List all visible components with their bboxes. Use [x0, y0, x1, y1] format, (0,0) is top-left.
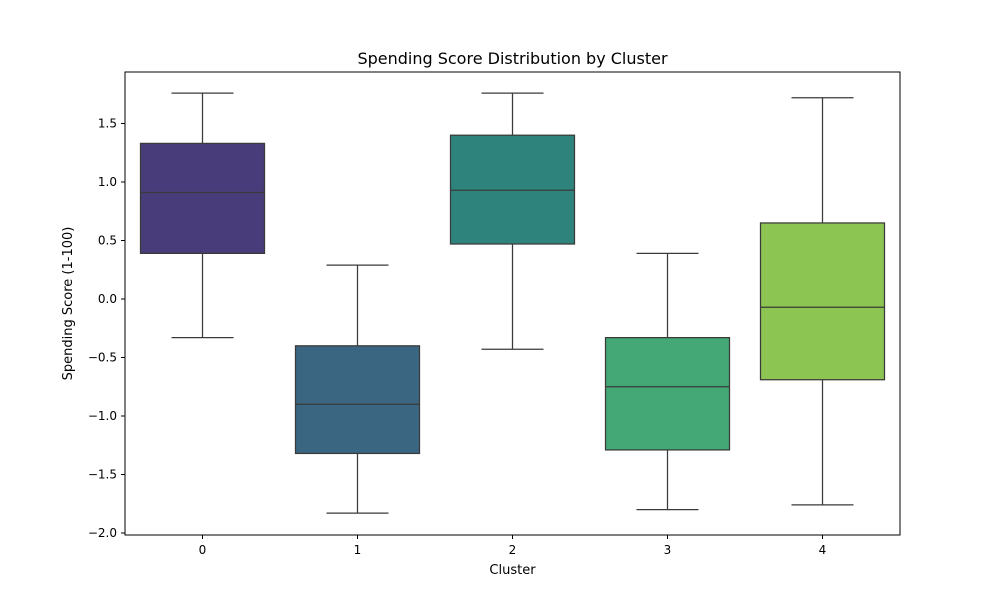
iqr-box	[604, 336, 731, 451]
iqr-box	[139, 142, 266, 254]
box-cluster-4	[759, 97, 886, 506]
x-tick-label: 4	[819, 543, 827, 557]
x-tick-label: 1	[354, 543, 362, 557]
plot-frame	[124, 71, 901, 536]
iqr-box	[294, 345, 421, 455]
y-tick-label: 1.5	[98, 117, 117, 131]
x-axis: 0 1 2 3 4	[199, 535, 827, 557]
y-tick-label: 1.0	[98, 175, 117, 189]
boxes-layer	[139, 92, 886, 514]
x-tick-label: 3	[664, 543, 672, 557]
box-cluster-1	[294, 264, 421, 514]
box-cluster-2	[449, 92, 576, 350]
y-tick-label: 0.5	[98, 234, 117, 248]
y-tick-label: −1.0	[88, 409, 117, 423]
y-tick-label: −0.5	[88, 351, 117, 365]
y-tick-label: −2.0	[88, 526, 117, 540]
y-tick-label: −1.5	[88, 468, 117, 482]
box-cluster-3	[604, 252, 731, 511]
y-axis: 1.5 1.0 0.5 0.0 −0.5 −1.0 −1.5 −2.0	[88, 117, 125, 540]
y-axis-label: Spending Score (1-100)	[61, 227, 76, 381]
y-tick-label: 0.0	[98, 292, 117, 306]
x-tick-label: 2	[509, 543, 517, 557]
box-cluster-0	[139, 92, 266, 339]
chart-title: Spending Score Distribution by Cluster	[357, 49, 668, 68]
x-tick-label: 0	[199, 543, 207, 557]
iqr-box	[759, 222, 886, 381]
x-axis-label: Cluster	[489, 563, 536, 578]
